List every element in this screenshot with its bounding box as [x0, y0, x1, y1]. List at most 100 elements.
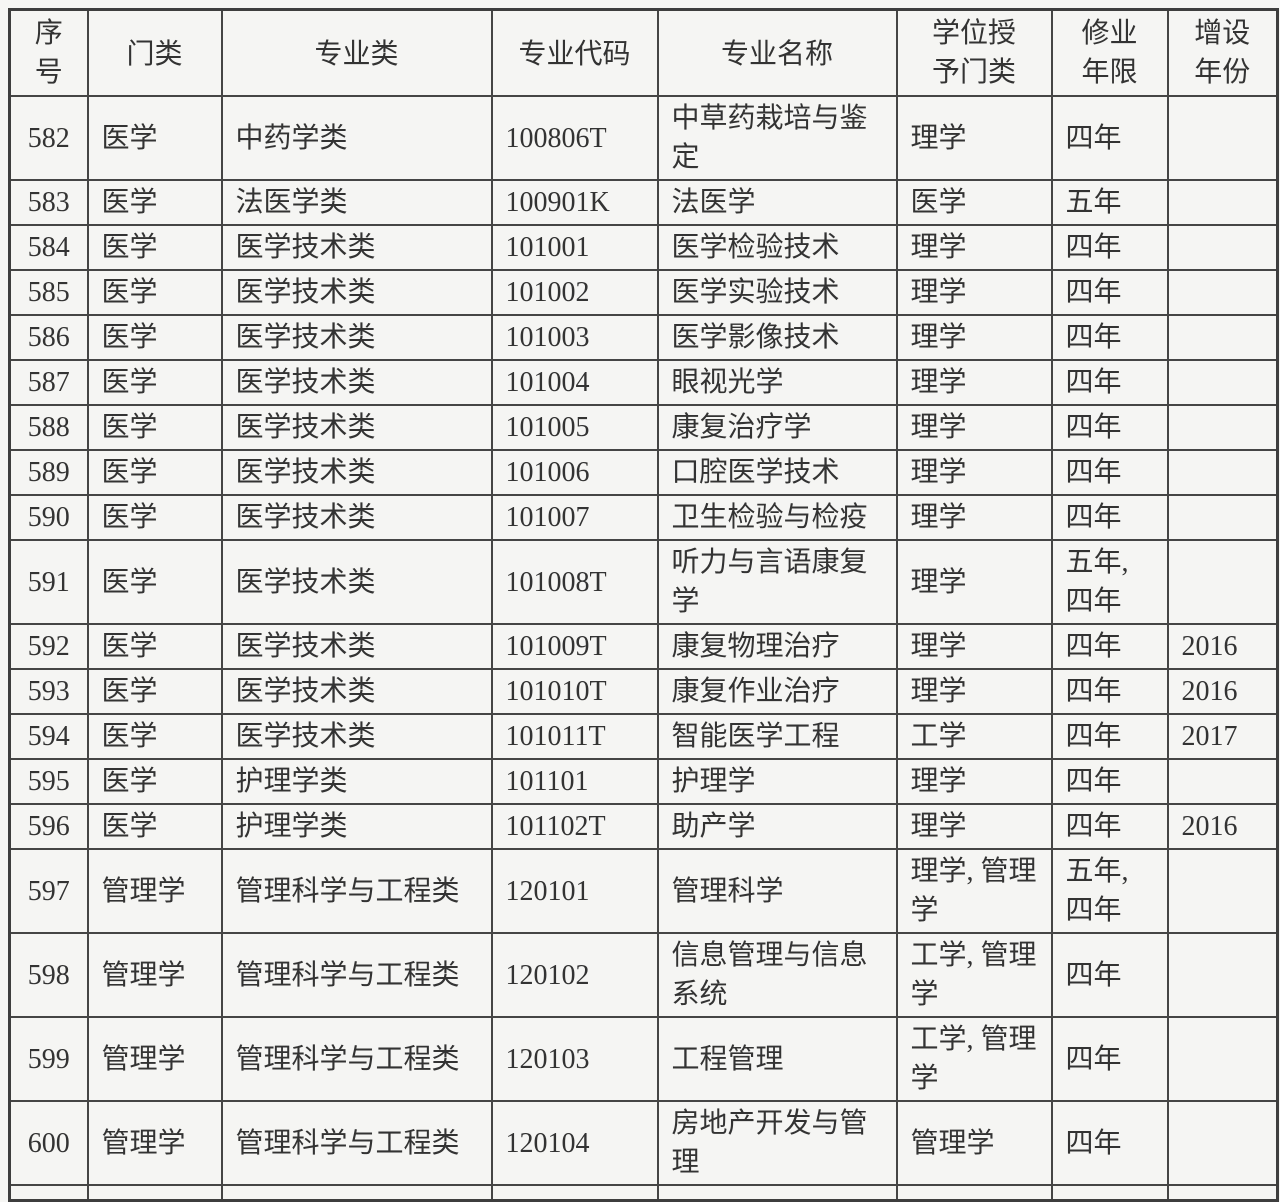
- cell-serial-number: 594: [8, 713, 89, 760]
- cell-major-name: 房地产开发与管理: [656, 1100, 898, 1186]
- cell-study-years: 五年, 四年: [1050, 539, 1169, 625]
- table-row: 587 医学 医学技术类 101004 眼视光学 理学 四年: [8, 359, 1279, 406]
- cell-serial-number: 599: [8, 1016, 89, 1102]
- cell-degree-category: 理学: [895, 758, 1053, 805]
- cell-major-code: 101009T: [490, 623, 659, 670]
- cell-degree-category: 管理学: [895, 1100, 1053, 1186]
- col-header-major-code: 专业代码: [490, 8, 659, 97]
- cell-major-class: 医学技术类: [220, 224, 493, 271]
- cell-category: 医学: [86, 494, 223, 541]
- cell-major-code: 101006: [490, 449, 659, 496]
- cell-degree-category: 工学, 管理学: [895, 1016, 1053, 1102]
- table-row: 582 医学 中药学类 100806T 中草药栽培与鉴定 理学 四年: [8, 95, 1279, 181]
- cell-major-class: 医学技术类: [220, 494, 493, 541]
- cell-serial-number: 596: [8, 803, 89, 850]
- cell-serial-number: 597: [8, 848, 89, 934]
- cell-major-name: 助产学: [656, 803, 898, 850]
- cell-degree-category: 理学: [895, 494, 1053, 541]
- cell-major-class: 医学技术类: [220, 449, 493, 496]
- cell-major-name: 听力与言语康复学: [656, 539, 898, 625]
- cell-major-code: 101002: [490, 269, 659, 316]
- cell-major-class: 医学技术类: [220, 539, 493, 625]
- cell-study-years: 四年: [1050, 269, 1169, 316]
- cell-serial-number: 589: [8, 449, 89, 496]
- cell-degree-category: 理学: [895, 224, 1053, 271]
- cell-major-class: 医学技术类: [220, 713, 493, 760]
- cell-major-code: 100901K: [490, 179, 659, 226]
- cell-study-years: 四年: [1050, 1016, 1169, 1102]
- cell-empty: [490, 1184, 659, 1202]
- cell-year-added: [1166, 404, 1279, 451]
- cell-year-added: [1166, 95, 1279, 181]
- cell-major-name: 中草药栽培与鉴定: [656, 95, 898, 181]
- cell-empty: [1166, 1184, 1279, 1202]
- cell-category: 医学: [86, 179, 223, 226]
- table-row: 589 医学 医学技术类 101006 口腔医学技术 理学 四年: [8, 449, 1279, 496]
- cell-major-code: 101003: [490, 314, 659, 361]
- cell-major-code: 101005: [490, 404, 659, 451]
- cell-category: 管理学: [86, 932, 223, 1018]
- cell-year-added: [1166, 758, 1279, 805]
- cell-major-class: 护理学类: [220, 758, 493, 805]
- cell-empty: [1050, 1184, 1169, 1202]
- cell-study-years: 四年: [1050, 1100, 1169, 1186]
- cell-major-class: 管理科学与工程类: [220, 1100, 493, 1186]
- cell-study-years: 四年: [1050, 224, 1169, 271]
- table-row: 596 医学 护理学类 101102T 助产学 理学 四年 2016: [8, 803, 1279, 850]
- cell-major-code: 101008T: [490, 539, 659, 625]
- table-row: 597 管理学 管理科学与工程类 120101 管理科学 理学, 管理学 五年,…: [8, 848, 1279, 934]
- cell-degree-category: 理学: [895, 803, 1053, 850]
- cell-study-years: 四年: [1050, 713, 1169, 760]
- cell-degree-category: 理学: [895, 404, 1053, 451]
- cell-major-code: 120104: [490, 1100, 659, 1186]
- cell-major-name: 康复作业治疗: [656, 668, 898, 715]
- cell-major-name: 法医学: [656, 179, 898, 226]
- cell-study-years: 四年: [1050, 623, 1169, 670]
- cell-year-added: [1166, 1100, 1279, 1186]
- cell-major-class: 医学技术类: [220, 404, 493, 451]
- cell-serial-number: 585: [8, 269, 89, 316]
- cell-year-added: 2017: [1166, 713, 1279, 760]
- cell-study-years: 四年: [1050, 359, 1169, 406]
- cell-major-code: 120102: [490, 932, 659, 1018]
- cell-serial-number: 586: [8, 314, 89, 361]
- cell-major-class: 医学技术类: [220, 359, 493, 406]
- cell-serial-number: 595: [8, 758, 89, 805]
- cell-year-added: [1166, 314, 1279, 361]
- header-row: 序号 门类 专业类 专业代码 专业名称 学位授予门类 修业年限 增设年份: [8, 8, 1279, 97]
- partial-next-row: [8, 1184, 1279, 1202]
- cell-major-code: 101001: [490, 224, 659, 271]
- cell-major-class: 管理科学与工程类: [220, 848, 493, 934]
- cell-year-added: 2016: [1166, 803, 1279, 850]
- cell-major-code: 101004: [490, 359, 659, 406]
- cell-year-added: 2016: [1166, 668, 1279, 715]
- cell-serial-number: 592: [8, 623, 89, 670]
- cell-serial-number: 588: [8, 404, 89, 451]
- cell-major-name: 管理科学: [656, 848, 898, 934]
- cell-serial-number: 593: [8, 668, 89, 715]
- table-row: 591 医学 医学技术类 101008T 听力与言语康复学 理学 五年, 四年: [8, 539, 1279, 625]
- cell-major-class: 医学技术类: [220, 269, 493, 316]
- cell-study-years: 四年: [1050, 932, 1169, 1018]
- cell-degree-category: 理学: [895, 359, 1053, 406]
- cell-year-added: [1166, 494, 1279, 541]
- cell-category: 医学: [86, 623, 223, 670]
- cell-serial-number: 600: [8, 1100, 89, 1186]
- cell-year-added: [1166, 359, 1279, 406]
- col-header-category: 门类: [86, 8, 223, 97]
- cell-study-years: 四年: [1050, 494, 1169, 541]
- cell-category: 医学: [86, 314, 223, 361]
- cell-major-code: 100806T: [490, 95, 659, 181]
- cell-category: 管理学: [86, 1016, 223, 1102]
- cell-major-code: 120101: [490, 848, 659, 934]
- cell-major-name: 康复治疗学: [656, 404, 898, 451]
- cell-major-name: 口腔医学技术: [656, 449, 898, 496]
- cell-degree-category: 理学: [895, 539, 1053, 625]
- table-row: 588 医学 医学技术类 101005 康复治疗学 理学 四年: [8, 404, 1279, 451]
- cell-serial-number: 584: [8, 224, 89, 271]
- cell-category: 管理学: [86, 1100, 223, 1186]
- cell-serial-number: 591: [8, 539, 89, 625]
- cell-major-class: 医学技术类: [220, 623, 493, 670]
- cell-major-code: 101011T: [490, 713, 659, 760]
- col-header-serial-number: 序号: [8, 8, 89, 97]
